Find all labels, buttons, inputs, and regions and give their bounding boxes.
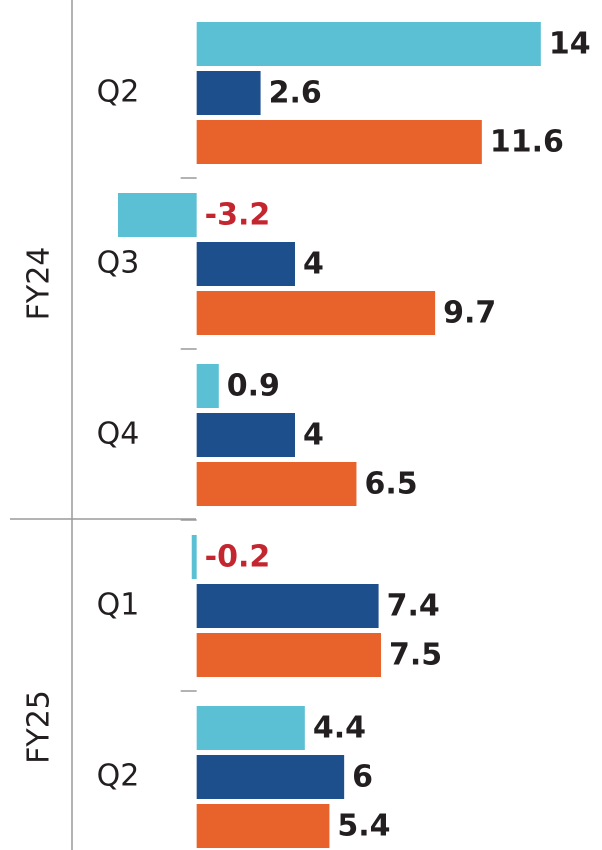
bar (197, 71, 261, 115)
value-label: -0.2 (205, 540, 271, 575)
value-label: 2.6 (269, 76, 322, 111)
chart: Q2 14 2.6 11.6 Q3 -3.2 4 9.7 Q4 0.9 4 6.5 Q1 -0.2 7.4 7… (0, 0, 602, 850)
category-label: Q3 (97, 246, 140, 281)
bar (197, 584, 379, 628)
group-label: FY25 (22, 690, 57, 764)
value-label: 6.5 (364, 467, 417, 502)
value-label: 9.7 (443, 296, 496, 331)
bar (197, 291, 435, 335)
value-label: 11.6 (490, 125, 564, 160)
category-label: Q2 (97, 75, 140, 110)
value-label: 7.5 (389, 638, 442, 673)
value-label: 14 (549, 27, 591, 62)
bar (197, 804, 330, 848)
category-label: Q1 (97, 588, 140, 623)
value-label: 4 (303, 418, 324, 453)
value-label: -3.2 (205, 198, 271, 233)
category-label: Q4 (97, 417, 140, 452)
value-label: 6 (352, 760, 373, 795)
value-label: 7.4 (387, 589, 440, 624)
group-label: FY24 (22, 247, 57, 321)
bar (197, 22, 541, 66)
bar (197, 755, 345, 799)
category-label: Q2 (97, 759, 140, 794)
bar (197, 413, 295, 457)
bar (197, 120, 482, 164)
bar (197, 706, 305, 750)
bar (192, 535, 197, 579)
value-label: 4.4 (313, 711, 366, 746)
value-label: 4 (303, 247, 324, 282)
bar (197, 633, 381, 677)
bar (118, 193, 197, 237)
value-label: 0.9 (227, 369, 280, 404)
bar (197, 462, 357, 506)
bar (197, 364, 219, 408)
value-label: 5.4 (337, 809, 390, 844)
bar (197, 242, 295, 286)
page: {"chart_data": {"type": "grouped-hbar", … (0, 0, 602, 850)
